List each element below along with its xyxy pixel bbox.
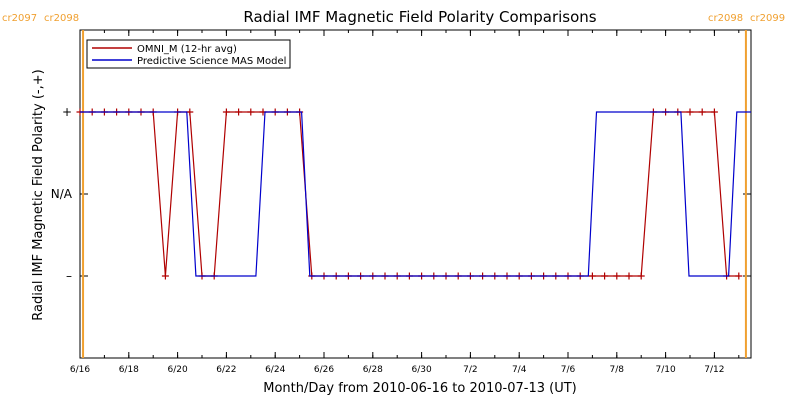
legend-entry-1: Predictive Science MAS Model — [137, 56, 286, 67]
x-tick-label: 7/4 — [512, 365, 527, 375]
data-point-marker — [235, 108, 243, 116]
carrington-label-after: cr2098 — [44, 13, 79, 24]
data-point-marker — [222, 108, 230, 116]
data-point-marker — [686, 108, 694, 116]
y-axis-label: Radial IMF Magnetic Field Polarity (-,+) — [31, 69, 46, 320]
carrington-label-after: cr2099 — [750, 13, 785, 24]
legend-box — [86, 39, 291, 69]
x-tick-label: 6/24 — [265, 365, 285, 375]
x-tick-label: 7/12 — [704, 365, 724, 375]
data-point-marker — [710, 108, 718, 116]
data-point-marker — [161, 272, 169, 280]
x-tick-label: 6/22 — [216, 365, 236, 375]
x-tick-label: 6/20 — [167, 365, 187, 375]
x-tick-label: 6/30 — [411, 365, 431, 375]
plot-frame — [79, 29, 752, 359]
x-axis-label: Month/Day from 2010-06-16 to 2010-07-13 … — [263, 381, 576, 396]
series-line-1 — [80, 111, 751, 277]
x-tick-label: 7/2 — [463, 365, 477, 375]
chart-title: Radial IMF Magnetic Field Polarity Compa… — [243, 8, 596, 26]
x-tick-label: 6/28 — [363, 365, 383, 375]
y-tick-label: – — [66, 269, 72, 283]
data-point-marker — [735, 272, 743, 280]
y-tick-label: N/A — [51, 187, 73, 201]
x-tick-label: 6/18 — [119, 365, 139, 375]
data-point-marker — [186, 108, 194, 116]
x-tick-label: 7/6 — [561, 365, 576, 375]
data-point-marker — [601, 272, 609, 280]
x-tick-label: 7/8 — [610, 365, 625, 375]
carrington-label-before: cr2097 — [2, 13, 37, 24]
carrington-label-before: cr2098 — [708, 13, 743, 24]
data-point-marker — [247, 108, 255, 116]
legend-entry-0: OMNI_M (12-hr avg) — [137, 44, 237, 55]
y-tick-label: + — [62, 105, 72, 119]
x-tick-label: 7/10 — [655, 365, 675, 375]
series-line-0 — [80, 111, 739, 277]
x-tick-label: 6/26 — [314, 365, 334, 375]
data-point-marker — [625, 272, 633, 280]
data-point-marker — [637, 272, 645, 280]
plot-area: 6/16 6/18 6/20 6/22 6/24 6/26 6/28 6/30 7/2 7/4 7/… — [2, 13, 785, 375]
data-point-marker — [613, 272, 621, 280]
data-point-marker — [588, 272, 596, 280]
data-point-marker — [698, 108, 706, 116]
x-tick-label: 6/16 — [70, 365, 90, 375]
